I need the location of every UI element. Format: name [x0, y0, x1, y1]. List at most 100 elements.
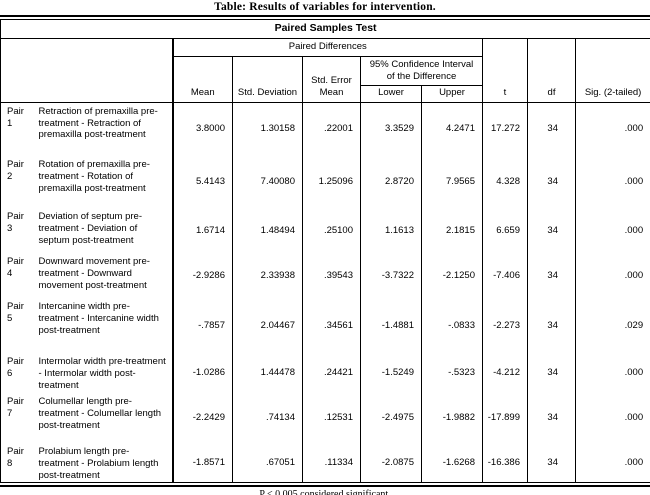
pair-number: 3 — [7, 223, 13, 234]
ci-lower-cell: -1.4881 — [360, 298, 422, 354]
ci-upper-cell: -.0833 — [421, 298, 483, 354]
table-caption-row: Paired Samples Test — [0, 19, 650, 40]
header-group-row: Paired Differences t df Sig. (2-tailed) — [0, 38, 650, 103]
ci-lower-cell: -3.7322 — [360, 253, 422, 299]
col-header-t: t — [482, 38, 528, 103]
ci-lower-cell: -2.0875 — [360, 443, 422, 483]
ci-lower-cell: 1.1613 — [360, 208, 422, 254]
t-cell: 6.659 — [482, 208, 528, 254]
mean-cell: -2.9286 — [171, 253, 233, 299]
mean-cell: -2.2429 — [171, 393, 233, 444]
pair-label-cell: Pair 2 — [1, 156, 37, 208]
ci-upper-cell: 2.1815 — [421, 208, 483, 254]
se-cell: .11334 — [302, 443, 361, 483]
sd-cell: 7.40080 — [232, 156, 303, 209]
sig-cell: .029 — [574, 298, 650, 354]
sd-cell: 1.48494 — [232, 208, 303, 254]
sig-cell: .000 — [574, 443, 650, 483]
mean-cell: 5.4143 — [171, 156, 233, 209]
header-sub-row: Mean Std. Deviation Std. Error Mean 95% … — [1, 56, 650, 103]
pair-label-cell: Pair 8 — [1, 443, 37, 482]
col-header-df: df — [527, 38, 576, 103]
table-row: Pair 5 Intercanine width pre-treatment -… — [1, 298, 650, 354]
t-cell: -17.899 — [482, 393, 528, 444]
pair-label-cell: Pair 7 — [1, 393, 37, 443]
t-cell: 17.272 — [482, 102, 528, 157]
pair-word: Pair — [7, 356, 24, 368]
pair-word: Pair — [7, 396, 24, 408]
ci-upper-cell: 7.9565 — [421, 156, 483, 209]
t-cell: -2.273 — [482, 298, 528, 354]
se-cell: .22001 — [302, 102, 361, 157]
mean-cell: -1.8571 — [171, 443, 233, 483]
col-header-upper: Upper — [421, 85, 483, 103]
ci-upper-cell: -1.6268 — [421, 443, 483, 483]
ci-upper-cell: -.5323 — [421, 353, 483, 394]
mean-cell: 1.6714 — [171, 208, 233, 254]
pair-number: 5 — [7, 313, 13, 324]
sd-cell: .74134 — [232, 393, 303, 444]
df-cell: 34 — [527, 353, 576, 394]
ci-upper-cell: -1.9882 — [421, 393, 483, 444]
sig-cell: .000 — [574, 156, 650, 209]
df-cell: 34 — [527, 253, 576, 299]
pair-word: Pair — [7, 105, 24, 117]
pair-word: Pair — [7, 301, 24, 313]
df-cell: 34 — [527, 208, 576, 254]
sd-cell: .67051 — [232, 443, 303, 483]
ci-lower-cell: 3.3529 — [360, 102, 422, 157]
table-row: Pair 8 Prolabium length pre-treatment - … — [1, 443, 650, 483]
pair-word: Pair — [7, 256, 24, 268]
col-header-std-error-mean: Std. Error Mean — [302, 56, 361, 103]
description-cell: Columellar length pre-treatment - Colume… — [36, 393, 174, 444]
sd-cell: 1.44478 — [232, 353, 303, 394]
table-row: Pair 6 Intermolar width pre-treatment - … — [1, 353, 650, 394]
stub-header-cell — [0, 38, 174, 103]
col-header-mean: Mean — [171, 56, 233, 103]
sig-cell: .000 — [574, 353, 650, 394]
df-cell: 34 — [527, 102, 576, 157]
pair-label-cell: Pair 4 — [1, 253, 37, 298]
col-group-paired-differences: Paired Differences — [171, 38, 483, 57]
table-row: Pair 2 Rotation of premaxilla pre-treatm… — [1, 156, 650, 209]
pair-label-cell: Pair 1 — [1, 102, 37, 156]
table-row: Pair 3 Deviation of septum pre-treatment… — [1, 208, 650, 254]
ci-upper-cell: 4.2471 — [421, 102, 483, 157]
mean-cell: -.7857 — [171, 298, 233, 354]
sd-cell: 2.33938 — [232, 253, 303, 299]
table-title: Table: Results of variables for interven… — [214, 1, 436, 13]
paired-samples-table: Paired Samples Test Paired Differences t… — [0, 19, 650, 483]
se-cell: .34561 — [302, 298, 361, 354]
sd-cell: 1.30158 — [232, 102, 303, 157]
col-group-confidence-interval: 95% Confidence Interval of the Differenc… — [360, 56, 483, 86]
df-cell: 34 — [527, 393, 576, 444]
df-cell: 34 — [527, 443, 576, 483]
ci-lower-cell: 2.8720 — [360, 156, 422, 209]
pair-word: Pair — [7, 159, 24, 171]
pair-number: 8 — [7, 458, 13, 469]
t-cell: -7.406 — [482, 253, 528, 299]
pair-number: 1 — [7, 117, 13, 129]
se-cell: .24421 — [302, 353, 361, 394]
sig-cell: .000 — [574, 102, 650, 157]
sd-cell: 2.04467 — [232, 298, 303, 354]
pair-label-cell: Pair 5 — [1, 298, 37, 353]
description-cell: Prolabium length pre-treatment - Prolabi… — [36, 443, 174, 483]
table-row: Pair 4 Downward movement pre-treatment -… — [1, 253, 650, 299]
table-row: Pair 7 Columellar length pre-treatment -… — [1, 393, 650, 444]
table-border-frame: Paired Samples Test Paired Differences t… — [0, 15, 650, 487]
sig-cell: .000 — [574, 393, 650, 444]
description-cell: Rotation of premaxilla pre-treatment - R… — [36, 156, 174, 209]
ci-upper-cell: -2.1250 — [421, 253, 483, 299]
se-cell: .39543 — [302, 253, 361, 299]
ci-lower-cell: -1.5249 — [360, 353, 422, 394]
t-cell: 4.328 — [482, 156, 528, 209]
se-cell: .12531 — [302, 393, 361, 444]
pair-number: 2 — [7, 171, 13, 182]
df-cell: 34 — [527, 298, 576, 354]
mean-cell: -1.0286 — [171, 353, 233, 394]
ci-lower-cell: -2.4975 — [360, 393, 422, 444]
pair-label-cell: Pair 6 — [1, 353, 37, 393]
mean-cell: 3.8000 — [171, 102, 233, 157]
